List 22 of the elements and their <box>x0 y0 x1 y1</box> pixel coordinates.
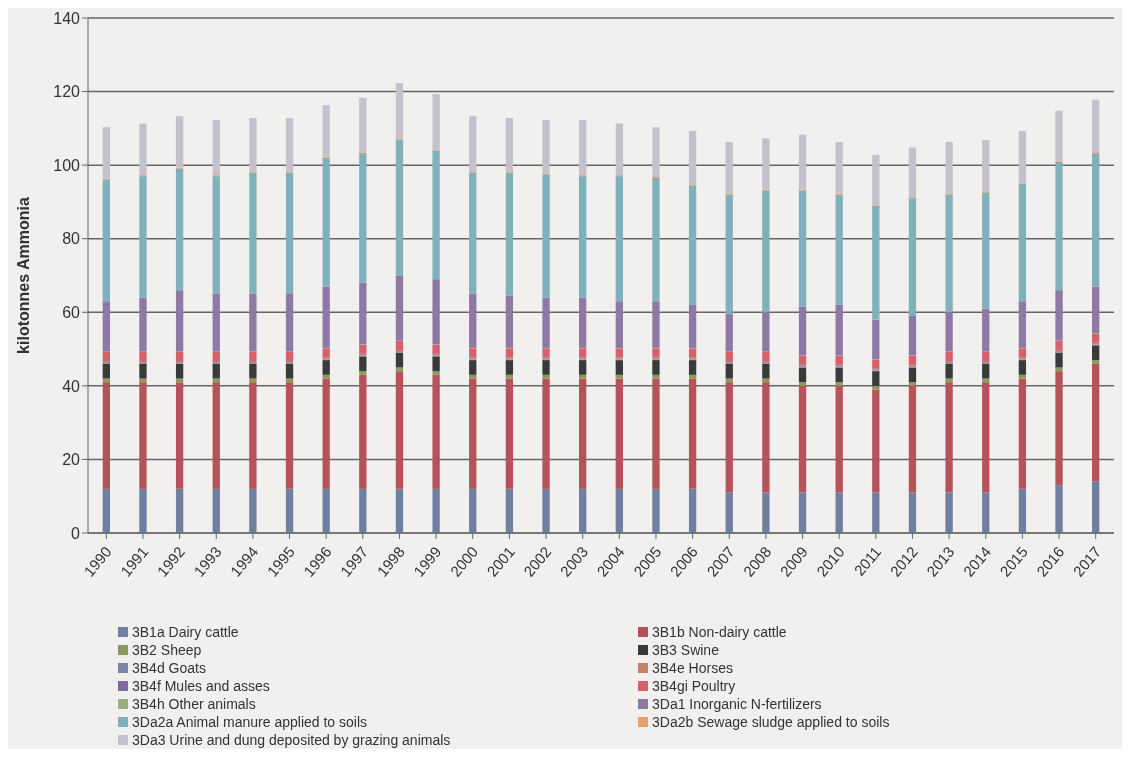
legend-label: 3B4gi Poultry <box>652 677 736 695</box>
legend-label: 3Da3 Urine and dung deposited by grazing animals <box>132 731 451 749</box>
y-axis-title: kilotonnes Ammonia <box>14 197 32 354</box>
legend-label: 3Da2b Sewage sludge applied to soils <box>652 713 890 731</box>
y-tick-label: 60 <box>62 303 81 321</box>
y-tick-label: 120 <box>53 83 81 101</box>
legend-label: 3B4h Other animals <box>132 695 256 713</box>
y-tick-label: 20 <box>62 451 81 469</box>
y-tick-label: 80 <box>62 230 81 248</box>
y-tick-label: 40 <box>62 377 81 395</box>
legend-label: 3B3 Swine <box>652 641 719 659</box>
legend-label: 3B4f Mules and asses <box>132 677 270 695</box>
y-tick-label: 140 <box>53 9 81 27</box>
legend-label: 3B4d Goats <box>132 659 206 677</box>
legend-label: 3B1a Dairy cattle <box>132 623 239 641</box>
legend-label: 3B2 Sheep <box>132 641 202 659</box>
legend-label: 3B4e Horses <box>652 659 733 677</box>
legend-label: 3Da2a Animal manure applied to soils <box>132 713 368 731</box>
y-tick-label: 0 <box>71 524 81 542</box>
legend-label: 3Da1 Inorganic N-fertilizers <box>652 695 822 713</box>
y-tick-label: 100 <box>53 156 81 174</box>
legend-label: 3B1b Non-dairy cattle <box>652 623 787 641</box>
